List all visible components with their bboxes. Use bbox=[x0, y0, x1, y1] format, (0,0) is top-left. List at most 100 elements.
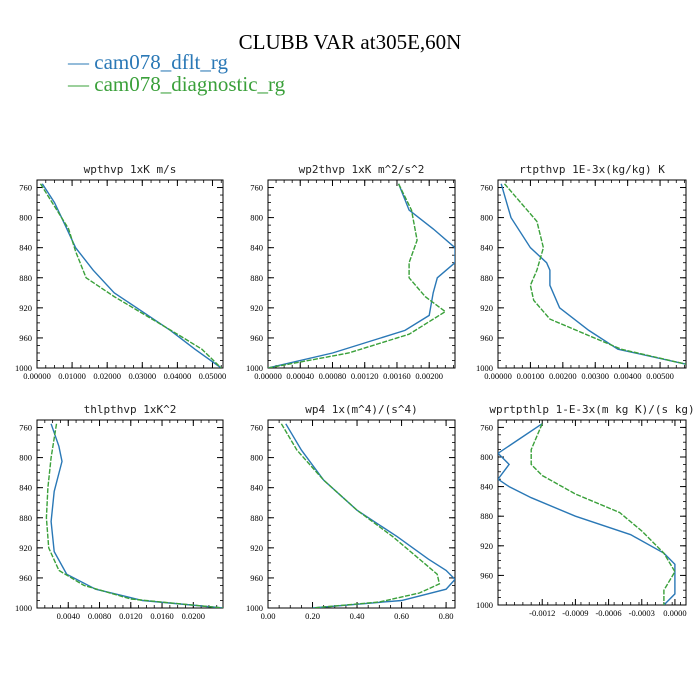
y-tick-label: 840 bbox=[250, 483, 263, 493]
panel-1: wpthvp 1xK m/s 760 800 840 880 920 960 10000.00… bbox=[15, 163, 226, 381]
x-tick-label: -0.0012 bbox=[529, 608, 555, 618]
x-tick-label: 0.40 bbox=[350, 611, 365, 621]
x-tick-label: 0.00040 bbox=[286, 371, 314, 381]
series-line-diagnostic bbox=[39, 183, 222, 368]
x-tick-label: 0.0160 bbox=[150, 611, 173, 621]
y-tick-label: 800 bbox=[480, 213, 493, 223]
y-tick-label: 960 bbox=[19, 573, 32, 583]
y-tick-label: 920 bbox=[19, 303, 32, 313]
x-tick-label: -0.0009 bbox=[562, 608, 588, 618]
x-tick-label: 0.00100 bbox=[517, 371, 545, 381]
y-tick-label: 1000 bbox=[476, 363, 493, 373]
panel-title: wp4 1x(m^4)/(s^4) bbox=[305, 403, 418, 416]
plot-frame bbox=[497, 179, 687, 369]
y-tick-label: 960 bbox=[250, 573, 263, 583]
x-tick-label: 0.00120 bbox=[351, 371, 379, 381]
y-tick-label: 760 bbox=[19, 183, 32, 193]
x-tick-label: 0.03000 bbox=[128, 371, 156, 381]
panel-4: thlpthvp 1xK^2 760 800 840 880 920 960 1000 0.00… bbox=[15, 403, 224, 621]
plot-frame bbox=[497, 419, 687, 606]
series-line-dflt bbox=[285, 423, 455, 608]
series-line-diagnostic bbox=[503, 183, 686, 365]
x-tick-label: 0.00200 bbox=[549, 371, 577, 381]
x-tick-label: 0.00300 bbox=[581, 371, 609, 381]
x-tick-label: 0.04000 bbox=[164, 371, 192, 381]
y-tick-label: 760 bbox=[19, 423, 32, 433]
x-tick-label: -0.0003 bbox=[629, 608, 655, 618]
y-tick-label: 1000 bbox=[476, 600, 493, 610]
x-tick-label: 0.60 bbox=[394, 611, 409, 621]
y-tick-label: 840 bbox=[19, 483, 32, 493]
series-line-dflt bbox=[50, 423, 223, 608]
y-tick-label: 1000 bbox=[15, 363, 32, 373]
x-tick-label: 0.0080 bbox=[88, 611, 111, 621]
x-tick-label: 0.00000 bbox=[254, 371, 282, 381]
x-tick-label: 0.0000 bbox=[663, 608, 686, 618]
y-tick-label: 840 bbox=[250, 243, 263, 253]
legend-item-diagnostic: — cam078_diagnostic_rg bbox=[68, 72, 286, 96]
series-line-dflt bbox=[41, 183, 222, 368]
y-tick-label: 920 bbox=[250, 303, 263, 313]
x-tick-label: 0.80 bbox=[439, 611, 454, 621]
y-tick-label: 960 bbox=[19, 333, 32, 343]
x-tick-label: -0.0006 bbox=[595, 608, 621, 618]
series-line-diagnostic bbox=[45, 423, 223, 608]
figure-title: CLUBB VAR at305E,60N bbox=[238, 30, 462, 54]
series-line-dflt bbox=[498, 423, 676, 605]
series-line-dflt bbox=[500, 183, 686, 365]
y-tick-label: 960 bbox=[480, 570, 493, 580]
panel-5: wp4 1x(m^4)/(s^4)76080084088092096010000… bbox=[246, 403, 456, 621]
x-tick-label: 0.01000 bbox=[58, 371, 86, 381]
y-tick-label: 880 bbox=[480, 511, 493, 521]
y-tick-label: 880 bbox=[480, 273, 493, 283]
series-line-diagnostic bbox=[530, 423, 676, 605]
y-tick-label: 920 bbox=[480, 303, 493, 313]
y-tick-label: 920 bbox=[19, 543, 32, 553]
y-tick-label: 760 bbox=[480, 422, 493, 432]
y-tick-label: 800 bbox=[19, 213, 32, 223]
plot-frame bbox=[36, 419, 224, 609]
y-tick-label: 880 bbox=[19, 273, 32, 283]
y-tick-label: 800 bbox=[480, 452, 493, 462]
x-tick-label: 0.00500 bbox=[646, 371, 674, 381]
x-tick-label: 0.00400 bbox=[614, 371, 642, 381]
panel-title: wpthvp 1xK m/s bbox=[84, 163, 177, 176]
panel-6: wprtpthlp 1-E-3x(m kg K)/(s kg) 760 800 840… bbox=[476, 403, 695, 618]
y-tick-label: 760 bbox=[480, 183, 493, 193]
x-tick-label: 0.00000 bbox=[23, 371, 51, 381]
x-tick-label: 0.0200 bbox=[182, 611, 205, 621]
x-tick-label: 0.0120 bbox=[119, 611, 142, 621]
panel-title: wp2thvp 1xK m^2/s^2 bbox=[299, 163, 425, 176]
x-tick-label: 0.05000 bbox=[199, 371, 227, 381]
x-tick-label: 0.02000 bbox=[93, 371, 121, 381]
x-tick-label: 0.20 bbox=[305, 611, 320, 621]
panel-title: rtpthvp 1E-3x(kg/kg) K bbox=[519, 163, 665, 176]
y-tick-label: 760 bbox=[250, 423, 263, 433]
panel-2: wp2thvp 1xK m^2/s^2 760 800 840 880 920 960 100… bbox=[246, 163, 456, 381]
series-line-dflt bbox=[268, 183, 455, 368]
y-tick-label: 760 bbox=[250, 183, 263, 193]
y-tick-label: 840 bbox=[480, 482, 493, 492]
panel-3: rtpthvp 1E-3x(kg/kg) K 760 800 840 880 920 960… bbox=[476, 163, 687, 381]
x-tick-label: 0.00080 bbox=[319, 371, 347, 381]
y-tick-label: 1000 bbox=[246, 603, 263, 613]
series-line-diagnostic bbox=[280, 423, 441, 608]
series-line-diagnostic bbox=[268, 183, 447, 368]
legend-item-dflt: — cam078_dflt_rg bbox=[68, 50, 229, 74]
y-tick-label: 880 bbox=[250, 273, 263, 283]
x-tick-label: 0.00 bbox=[261, 611, 276, 621]
y-tick-label: 1000 bbox=[246, 363, 263, 373]
y-tick-label: 880 bbox=[19, 513, 32, 523]
y-tick-label: 840 bbox=[19, 243, 32, 253]
y-tick-label: 800 bbox=[250, 453, 263, 463]
y-tick-label: 920 bbox=[250, 543, 263, 553]
x-tick-label: 0.0040 bbox=[57, 611, 80, 621]
x-tick-label: 0.00200 bbox=[415, 371, 443, 381]
y-tick-label: 840 bbox=[480, 243, 493, 253]
panel-title: wprtpthlp 1-E-3x(m kg K)/(s kg) bbox=[489, 403, 694, 416]
y-tick-label: 800 bbox=[250, 213, 263, 223]
plot-frame bbox=[267, 179, 456, 369]
panel-title: thlpthvp 1xK^2 bbox=[84, 403, 177, 416]
x-tick-label: 0.00000 bbox=[484, 371, 512, 381]
